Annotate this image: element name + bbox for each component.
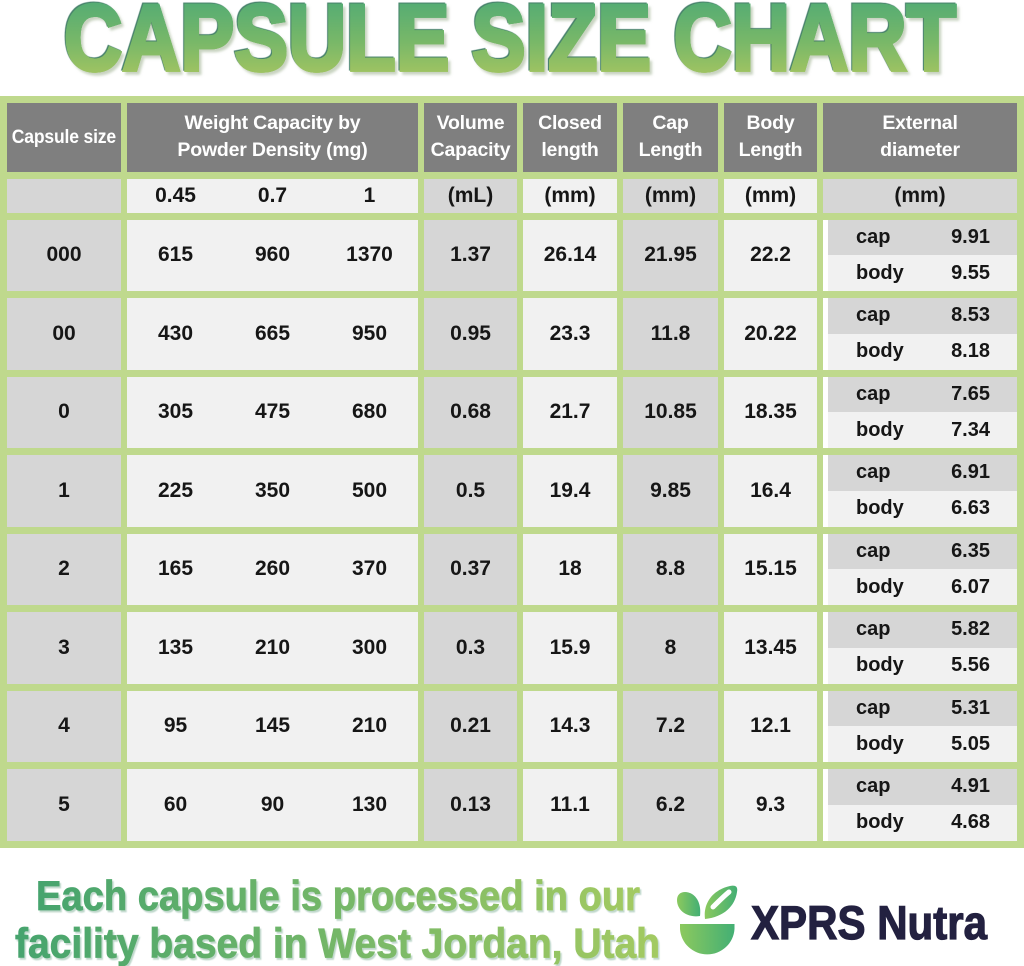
svg-text:CAPSULE SIZE CHART: CAPSULE SIZE CHART — [64, 0, 956, 90]
svg-text:XPRS Nutra: XPRS Nutra — [751, 896, 988, 949]
svg-text:facility based in West Jordan,: facility based in West Jordan, Utah — [15, 920, 660, 966]
svg-text:Each capsule is processed in o: Each capsule is processed in our — [36, 872, 640, 919]
